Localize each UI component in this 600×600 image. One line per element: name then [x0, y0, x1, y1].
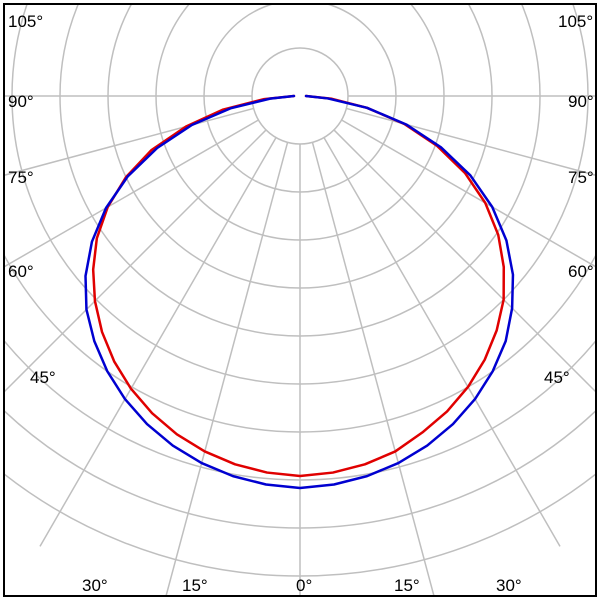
angle-label: 90° — [568, 92, 594, 112]
angle-label: 30° — [496, 576, 522, 596]
polar-chart: 105° 90° 75° 60° 45° 30° 15° 0° 15° 30° 45° 60° 75° 9… — [0, 0, 600, 600]
angle-label: 75° — [568, 168, 594, 188]
angle-label: 60° — [568, 262, 594, 282]
angle-label: 45° — [544, 368, 570, 388]
polar-svg — [0, 0, 600, 600]
angle-label: 105° — [8, 12, 43, 32]
angle-label: 15° — [394, 576, 420, 596]
angle-label: 30° — [82, 576, 108, 596]
angle-label: 75° — [8, 168, 34, 188]
angle-label: 15° — [182, 576, 208, 596]
angle-label: 0° — [296, 576, 312, 596]
angle-label: 105° — [558, 12, 593, 32]
angle-label: 90° — [8, 92, 34, 112]
angle-label: 60° — [8, 262, 34, 282]
angle-label: 45° — [30, 368, 56, 388]
